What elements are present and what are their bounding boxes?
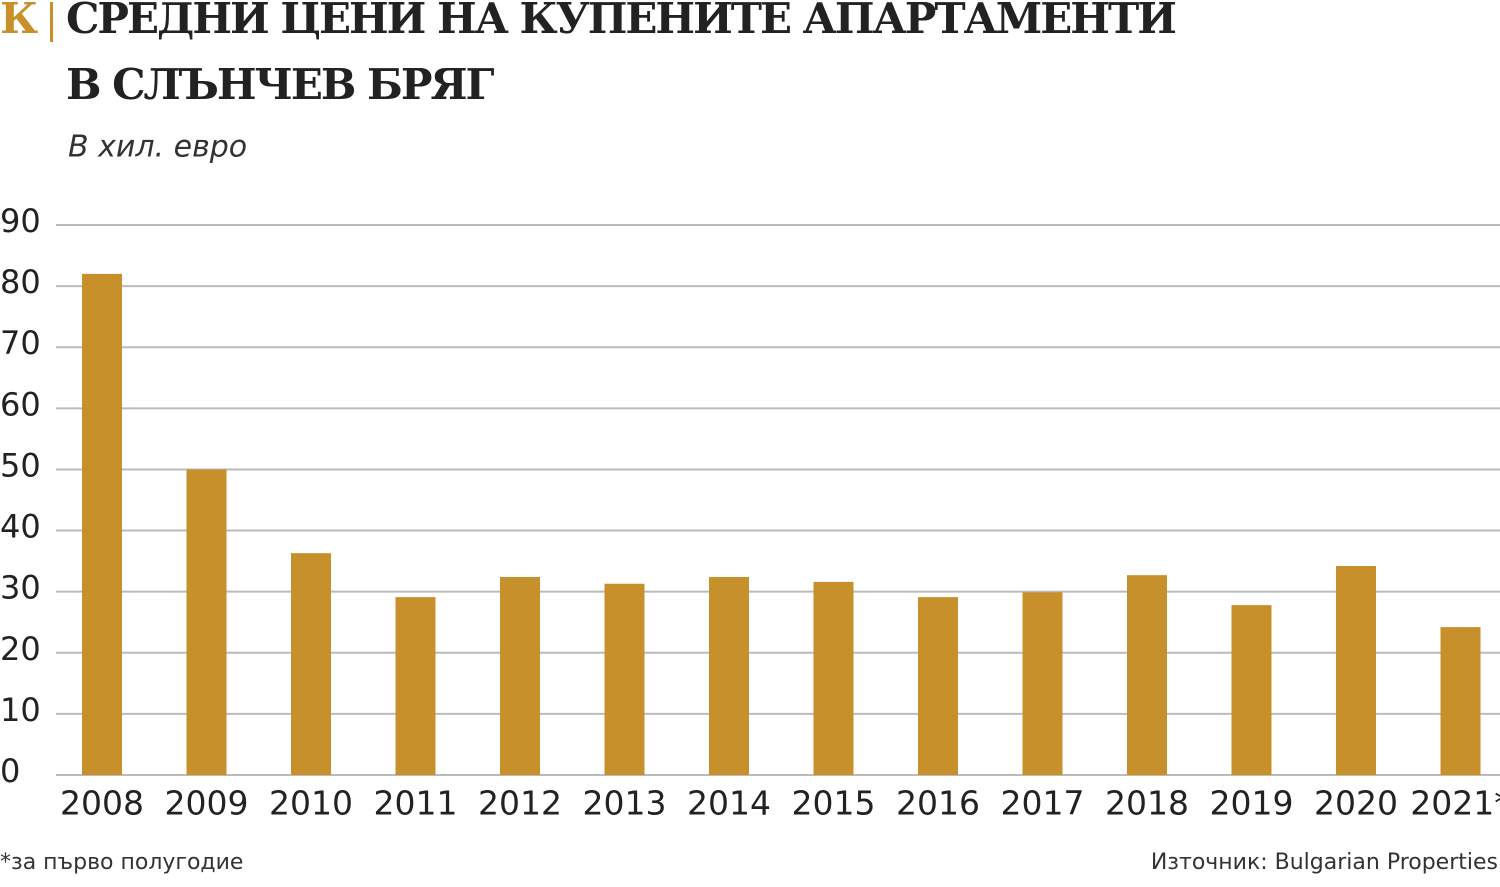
y-tick-label: 40 bbox=[0, 508, 41, 546]
x-tick-label: 2014 bbox=[687, 784, 771, 823]
bar bbox=[82, 273, 122, 775]
x-tick-label: 2008 bbox=[60, 784, 144, 823]
x-tick-label: 2021* bbox=[1410, 784, 1500, 823]
x-tick-label: 2018 bbox=[1105, 784, 1189, 823]
bar bbox=[1127, 575, 1167, 775]
x-tick-label: 2020 bbox=[1314, 784, 1398, 823]
bar bbox=[291, 553, 331, 775]
chart-subtitle: В хил. евро bbox=[68, 130, 247, 165]
y-tick-label: 70 bbox=[0, 324, 41, 362]
x-tick-label: 2016 bbox=[896, 784, 980, 823]
x-tick-label: 2010 bbox=[269, 784, 353, 823]
bar bbox=[1022, 592, 1063, 775]
bar bbox=[186, 469, 227, 775]
logo: К bbox=[0, 0, 38, 43]
source: Източник: Bulgarian Properties bbox=[1151, 850, 1498, 875]
x-tick-label: 2017 bbox=[1001, 784, 1085, 823]
x-tick-label: 2011 bbox=[374, 784, 458, 823]
bar bbox=[1336, 566, 1376, 775]
chart-title: В СЛЪНЧЕВ БРЯГ bbox=[66, 60, 495, 109]
chart-title: СРЕДНИ ЦЕНИ НА КУПЕНИТЕ АПАРТАМЕНТИ bbox=[66, 0, 1175, 43]
logo-divider bbox=[50, 2, 53, 42]
bar bbox=[395, 597, 436, 775]
bar bbox=[1440, 627, 1481, 775]
bar bbox=[1231, 605, 1272, 775]
x-tick-label: 2013 bbox=[583, 784, 667, 823]
bar bbox=[500, 577, 540, 775]
x-tick-label: 2012 bbox=[478, 784, 562, 823]
y-tick-label: 30 bbox=[0, 569, 41, 607]
x-tick-label: 2019 bbox=[1210, 784, 1294, 823]
footnote: *за първо полугодие bbox=[0, 850, 243, 875]
bar bbox=[604, 583, 645, 775]
y-tick-label: 10 bbox=[0, 691, 41, 729]
y-tick-label: 20 bbox=[0, 630, 41, 668]
x-tick-label: 2009 bbox=[165, 784, 249, 823]
y-tick-label: 60 bbox=[0, 385, 41, 423]
y-tick-label: 80 bbox=[0, 263, 41, 301]
bar bbox=[709, 577, 749, 775]
y-tick-label: 50 bbox=[0, 446, 41, 484]
bar bbox=[918, 597, 958, 775]
y-tick-label: 90 bbox=[0, 202, 41, 240]
bar bbox=[813, 581, 854, 775]
x-tick-label: 2015 bbox=[792, 784, 876, 823]
y-tick-label: 0 bbox=[0, 752, 20, 790]
